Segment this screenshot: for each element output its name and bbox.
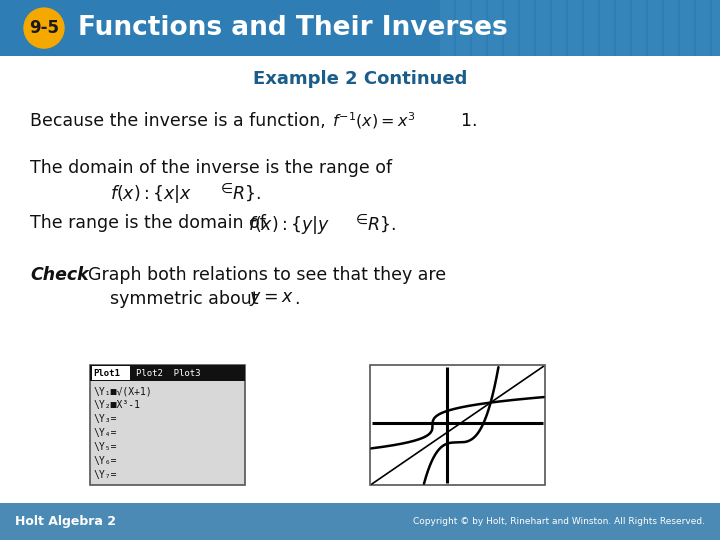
Text: $\in$: $\in$ — [353, 213, 369, 227]
FancyBboxPatch shape — [536, 0, 550, 56]
FancyBboxPatch shape — [440, 0, 454, 56]
FancyBboxPatch shape — [370, 365, 545, 485]
FancyBboxPatch shape — [0, 0, 720, 56]
FancyBboxPatch shape — [90, 365, 245, 485]
FancyBboxPatch shape — [92, 366, 130, 380]
Text: The range is the domain of: The range is the domain of — [30, 214, 266, 232]
Text: Example 2 Continued: Example 2 Continued — [253, 70, 467, 88]
Text: $y = x$: $y = x$ — [249, 290, 294, 308]
FancyBboxPatch shape — [456, 0, 470, 56]
Text: symmetric about: symmetric about — [110, 290, 258, 308]
Text: \Y₆=: \Y₆= — [94, 456, 117, 466]
Text: \Y₃=: \Y₃= — [94, 414, 117, 424]
FancyBboxPatch shape — [648, 0, 662, 56]
Text: $R\}.$: $R\}.$ — [232, 183, 261, 202]
Text: $f^{-1}(x) = x^3$: $f^{-1}(x) = x^3$ — [332, 110, 415, 131]
FancyBboxPatch shape — [0, 503, 720, 540]
FancyBboxPatch shape — [488, 0, 502, 56]
Text: $\in$: $\in$ — [218, 182, 233, 196]
FancyBboxPatch shape — [90, 365, 245, 381]
Text: The domain of the inverse is the range of: The domain of the inverse is the range o… — [30, 159, 392, 177]
FancyBboxPatch shape — [696, 0, 710, 56]
Text: \Y₄=: \Y₄= — [94, 428, 117, 438]
Text: Check: Check — [30, 266, 89, 284]
Text: Graph both relations to see that they are: Graph both relations to see that they ar… — [88, 266, 446, 284]
Text: .: . — [294, 290, 300, 308]
Text: \Y₁■√(X+1): \Y₁■√(X+1) — [94, 386, 153, 396]
Text: $f$($x$)$:\{x|x$: $f$($x$)$:\{x|x$ — [110, 183, 192, 205]
FancyBboxPatch shape — [600, 0, 614, 56]
Text: Copyright © by Holt, Rinehart and Winston. All Rights Reserved.: Copyright © by Holt, Rinehart and Winsto… — [413, 517, 705, 526]
Circle shape — [24, 8, 64, 48]
FancyBboxPatch shape — [632, 0, 646, 56]
Text: Functions and Their Inverses: Functions and Their Inverses — [78, 15, 508, 41]
FancyBboxPatch shape — [472, 0, 486, 56]
Text: $R\}.$: $R\}.$ — [367, 214, 396, 234]
FancyBboxPatch shape — [616, 0, 630, 56]
FancyBboxPatch shape — [504, 0, 518, 56]
FancyBboxPatch shape — [568, 0, 582, 56]
Text: Plot1: Plot1 — [93, 369, 120, 378]
Text: \Y₇=: \Y₇= — [94, 470, 117, 480]
Text: $f$($x$)$:\{y|y$: $f$($x$)$:\{y|y$ — [248, 214, 330, 236]
FancyBboxPatch shape — [712, 0, 720, 56]
FancyBboxPatch shape — [680, 0, 694, 56]
FancyBboxPatch shape — [664, 0, 678, 56]
Text: Because the inverse is a function,: Because the inverse is a function, — [30, 112, 325, 130]
Text: 9-5: 9-5 — [29, 19, 59, 37]
Text: \Y₅=: \Y₅= — [94, 442, 117, 453]
Text: Holt Algebra 2: Holt Algebra 2 — [15, 515, 116, 528]
Text: \Y₂■X³-1: \Y₂■X³-1 — [94, 400, 141, 410]
FancyBboxPatch shape — [520, 0, 534, 56]
Text: Plot2  Plot3: Plot2 Plot3 — [136, 369, 200, 378]
FancyBboxPatch shape — [552, 0, 566, 56]
FancyBboxPatch shape — [584, 0, 598, 56]
Text: 1.: 1. — [450, 112, 477, 130]
